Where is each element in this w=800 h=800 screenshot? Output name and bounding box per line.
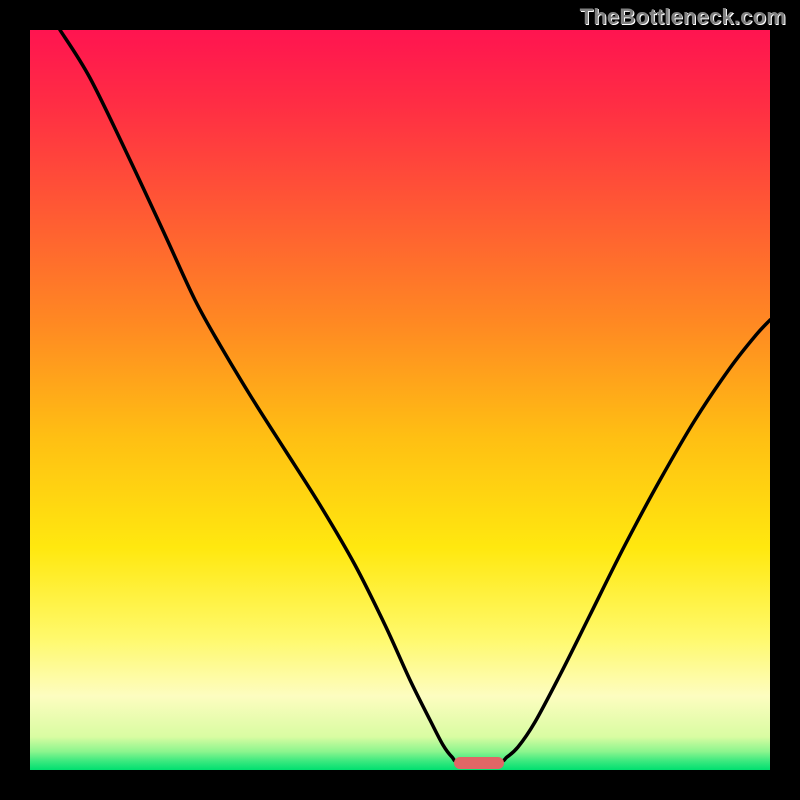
watermark-text: TheBottleneck.com <box>580 4 786 30</box>
bottleneck-chart-svg <box>0 0 800 800</box>
optimal-range-marker <box>454 757 504 769</box>
chart-frame: { "source": { "watermark_text": "TheBott… <box>0 0 800 800</box>
